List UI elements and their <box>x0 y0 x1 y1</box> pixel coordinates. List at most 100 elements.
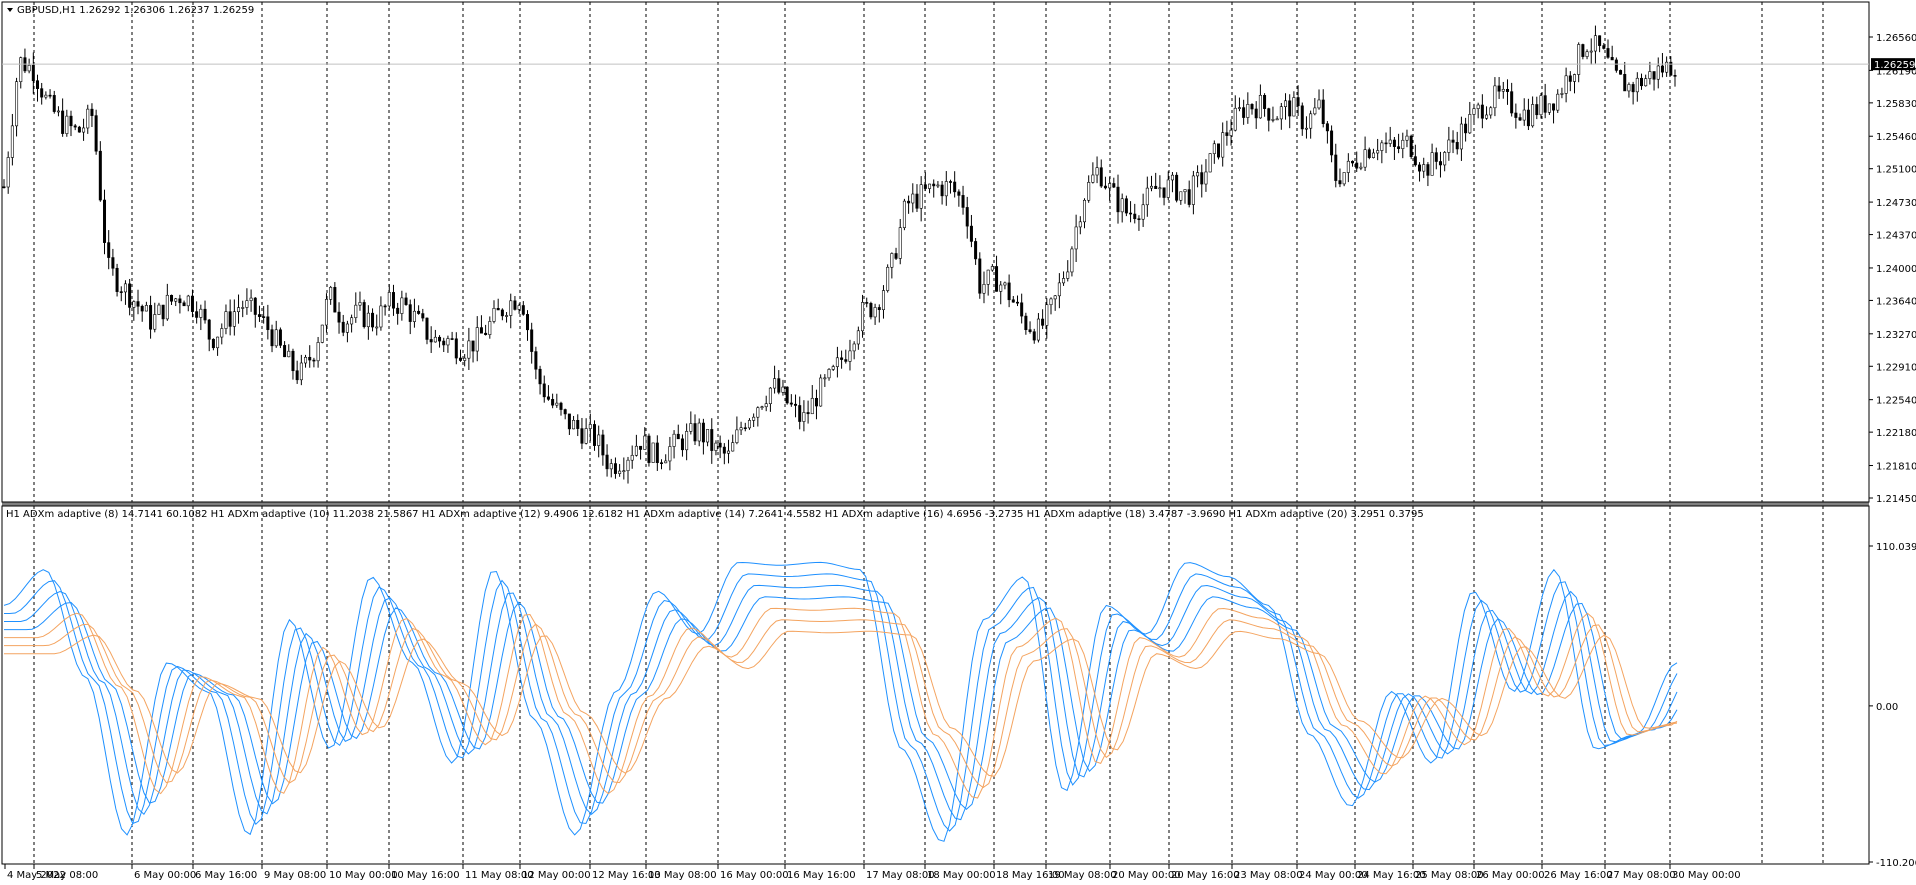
time-tick-label: 10 May 16:00 <box>391 870 460 881</box>
candle-body <box>1359 166 1363 169</box>
candle-body <box>542 383 546 398</box>
candle-body <box>111 257 115 269</box>
adxm-series-line <box>4 596 1678 810</box>
candle-body <box>1627 84 1631 92</box>
candle-body <box>1112 183 1116 188</box>
candle-body <box>1317 99 1321 109</box>
candle-body <box>630 454 634 461</box>
candle-body <box>136 301 140 307</box>
price-tick-label: 1.26560 <box>1876 33 1916 44</box>
candle-body <box>1585 51 1589 57</box>
candle-body <box>525 314 529 331</box>
candle-body <box>1015 301 1019 304</box>
candle-body <box>379 305 383 328</box>
price-tick-label: 1.25100 <box>1876 165 1916 176</box>
price-tick-label: 1.24370 <box>1876 231 1916 242</box>
candle-body <box>1162 187 1166 198</box>
candle-body <box>685 431 689 451</box>
candle-body <box>1133 213 1137 220</box>
candle-body <box>1451 139 1455 143</box>
time-tick-label: 18 May 00:00 <box>927 870 996 881</box>
candle-body <box>492 307 496 322</box>
adxm-series-line <box>4 607 1678 799</box>
candle-body <box>534 351 538 370</box>
candle-body <box>1325 123 1329 132</box>
candle-body <box>907 200 911 204</box>
candle-body <box>1464 123 1468 134</box>
candle-body <box>358 302 362 306</box>
candle-body <box>266 316 270 330</box>
candle-body <box>371 312 375 328</box>
candle-body <box>1158 187 1162 190</box>
candle-body <box>1179 191 1183 201</box>
candle-body <box>835 357 839 367</box>
candle-body <box>304 356 308 364</box>
candle-body <box>731 442 735 452</box>
collapse-triangle-icon[interactable] <box>7 8 13 12</box>
candle-body <box>609 463 613 470</box>
candle-body <box>1371 152 1375 158</box>
candle-body <box>61 110 65 134</box>
candle-body <box>1660 65 1664 73</box>
candle-body <box>814 397 818 407</box>
candle-body <box>756 407 760 418</box>
candle-body <box>1020 302 1024 317</box>
candle-body <box>232 311 236 327</box>
candle-body <box>1614 59 1618 71</box>
candle-body <box>1526 109 1530 127</box>
price-panel-frame <box>1 1 1870 503</box>
candle-body <box>178 298 182 304</box>
candle-body <box>760 406 764 409</box>
candle-body <box>1242 107 1246 118</box>
candle-body <box>1384 142 1388 145</box>
candle-body <box>291 350 295 372</box>
candle-body <box>1518 117 1522 121</box>
candle-body <box>1493 85 1497 109</box>
candle-body <box>655 442 659 463</box>
candle-body <box>484 332 488 335</box>
candle-body <box>1552 103 1556 111</box>
time-tick-label: 12 May 00:00 <box>522 870 591 881</box>
candle-body <box>329 287 333 300</box>
candle-body <box>1560 93 1564 95</box>
candle-body <box>337 311 341 323</box>
candle-body <box>1342 172 1346 185</box>
candle-body <box>278 329 282 346</box>
candle-body <box>965 207 969 227</box>
candle-body <box>1539 95 1543 116</box>
candle-body <box>999 284 1003 292</box>
candle-body <box>1049 298 1053 306</box>
candle-body <box>605 454 609 470</box>
candle-body <box>1145 187 1149 206</box>
candle-body <box>978 258 982 294</box>
candle-body <box>563 409 567 415</box>
candle-body <box>1150 185 1154 189</box>
candle-body <box>1535 104 1539 116</box>
time-tick-label: 9 May 08:00 <box>264 870 326 881</box>
candle-body <box>249 297 253 301</box>
candle-body <box>1246 104 1250 118</box>
candle-body <box>1606 48 1610 58</box>
candle-body <box>224 311 228 329</box>
time-tick-label: 20 May 00:00 <box>1112 870 1181 881</box>
candle-body <box>1413 156 1417 166</box>
adxm-series-line <box>4 619 1678 789</box>
candle-body <box>1225 132 1229 136</box>
price-axis[interactable]: 1.26560 1.26190 1.25830 1.25460 1.25100 1.247… <box>1869 33 1916 505</box>
candle-body <box>689 423 693 432</box>
candle-body <box>588 424 592 429</box>
candle-body <box>727 450 731 454</box>
indicator-tick-label: 110.0398 <box>1876 542 1916 553</box>
candle-body <box>1045 304 1049 326</box>
candle-body <box>1007 282 1011 301</box>
candle-body <box>1062 278 1066 284</box>
candle-body <box>170 294 174 302</box>
time-tick-label: 6 May 16:00 <box>195 870 257 881</box>
indicator-axis[interactable]: 110.0398 0.00 -110.2068 <box>1869 542 1916 869</box>
price-tick-label: 1.22910 <box>1876 362 1916 373</box>
candle-body <box>1380 142 1384 151</box>
candle-body <box>479 327 483 334</box>
candle-body <box>1531 104 1535 127</box>
